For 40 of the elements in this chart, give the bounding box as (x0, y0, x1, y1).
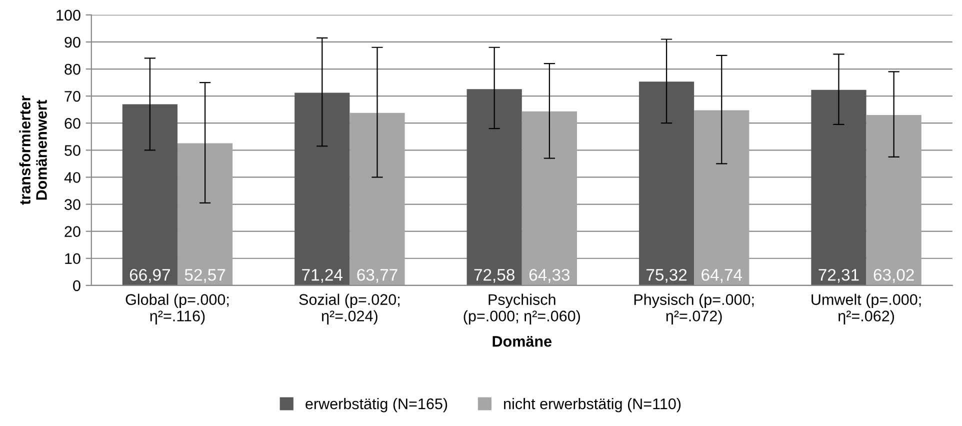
bar (122, 104, 178, 286)
x-tick-label: Sozial (p=.020; η²=.024) (299, 294, 400, 324)
data-label: 52,57 (184, 268, 226, 283)
bar (177, 143, 233, 286)
data-label: 64,74 (702, 268, 742, 283)
y-axis-title: transformierter Domänenwert (19, 96, 47, 205)
bar (294, 92, 350, 286)
y-tick-label: 70 (64, 90, 80, 102)
data-label: 71,24 (302, 268, 343, 283)
y-tick-label: 100 (56, 10, 80, 21)
y-tick-label: 60 (64, 118, 80, 129)
data-label: 63,02 (874, 268, 914, 283)
y-tick-label: 90 (64, 36, 80, 48)
data-label: 64,33 (529, 268, 570, 283)
data-label: 75,32 (646, 268, 687, 283)
y-tick-label: 30 (64, 199, 80, 210)
data-label: 63,77 (357, 268, 398, 283)
bar (466, 89, 522, 286)
y-tick-label: 40 (64, 172, 80, 183)
data-label: 72,31 (818, 268, 859, 283)
data-label: 72,58 (474, 268, 514, 283)
bar (866, 114, 922, 286)
legend-label: erwerbstätig (N=165) (306, 398, 448, 412)
x-axis-title: Domäne (492, 336, 552, 347)
y-tick-label: 50 (64, 145, 80, 156)
bar (350, 112, 405, 286)
x-tick-label: Physisch (p=.000; η²=.072) (634, 294, 754, 324)
x-tick-label: Umwelt (p=.000; η²=.062) (812, 294, 921, 324)
y-tick-label: 0 (73, 280, 80, 292)
legend-label: nicht erwerbstätig (N=110) (504, 398, 681, 412)
x-tick-label: Global (p=.000; η²=.116) (126, 294, 229, 324)
x-tick-label: Psychisch (p=.000; η²=.060) (464, 294, 580, 324)
data-label: 66,97 (130, 268, 170, 283)
y-tick-label: 10 (65, 253, 80, 264)
y-tick-label: 20 (64, 226, 80, 238)
bar (811, 90, 866, 286)
y-tick-label: 80 (64, 64, 80, 75)
bar (694, 110, 750, 286)
bar (638, 82, 694, 286)
bar (522, 111, 577, 286)
